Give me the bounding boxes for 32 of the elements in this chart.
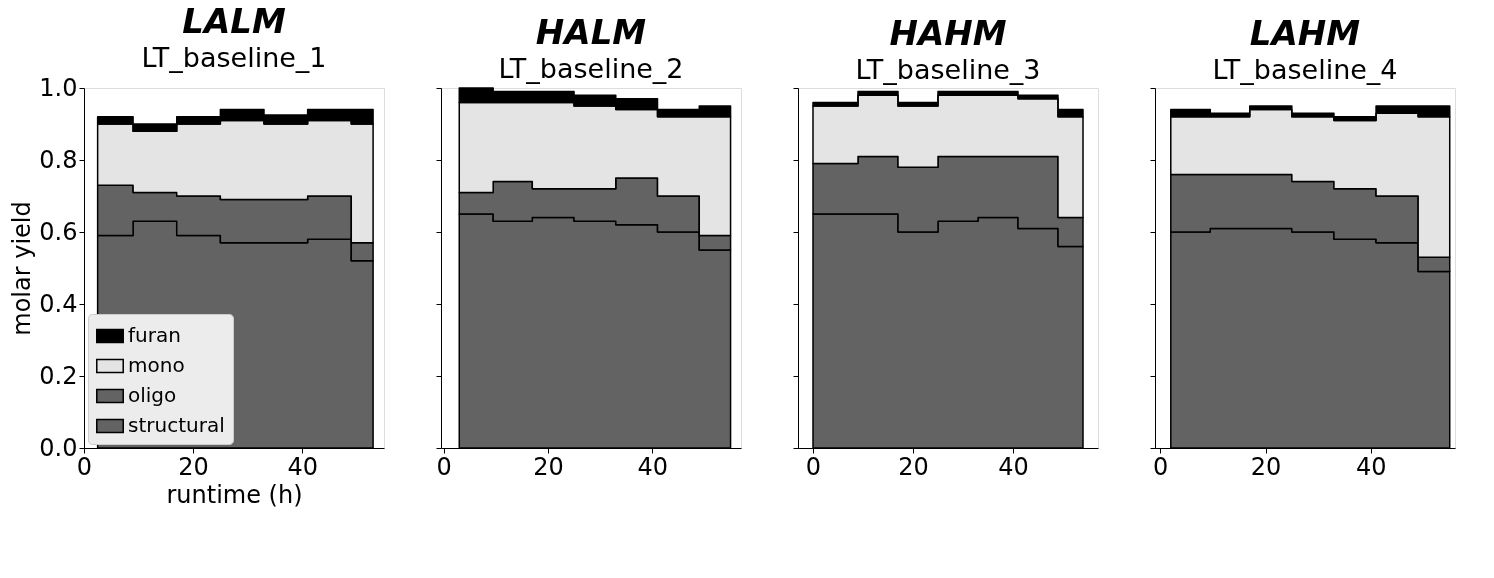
chart-title: LAHM <box>1249 12 1361 53</box>
y-axis-title: molar yield <box>8 201 37 336</box>
chart-subtitle: LT_baseline_1 <box>141 42 327 73</box>
y-tick-label: 0.8 <box>39 145 78 174</box>
x-tick-label: 0 <box>76 452 93 481</box>
x-tick-label: 0 <box>436 452 452 481</box>
x-tick-label: 40 <box>1356 452 1387 481</box>
y-tick-label: 0.4 <box>39 289 78 318</box>
x-tick-label: 20 <box>178 452 209 481</box>
legend-label: structural <box>128 413 225 437</box>
chart-title: HAHM <box>889 12 1007 53</box>
legend-label: oligo <box>128 383 177 407</box>
x-tick-label: 40 <box>287 452 318 481</box>
x-tick-label: 40 <box>998 452 1029 481</box>
legend-label: furan <box>128 323 181 347</box>
y-tick-label: 0.0 <box>39 433 78 462</box>
x-tick-label: 0 <box>1153 452 1169 481</box>
y-tick-label: 1.0 <box>39 73 78 102</box>
x-tick-label: 20 <box>898 452 929 481</box>
chart-subtitle: LT_baseline_2 <box>498 53 684 85</box>
chart-subtitle: LT_baseline_3 <box>855 53 1041 85</box>
y-tick-label: 0.6 <box>39 217 78 246</box>
x-axis-title: runtime (h) <box>166 480 303 509</box>
x-tick-label: 0 <box>805 452 822 481</box>
chart-title: LALM <box>182 1 286 41</box>
x-tick-label: 20 <box>533 452 564 481</box>
chart-title: HALM <box>535 12 647 53</box>
chart-subtitle: LT_baseline_4 <box>1212 53 1398 85</box>
x-tick-label: 40 <box>637 452 669 481</box>
y-tick-label: 0.2 <box>39 361 78 390</box>
legend-label: mono <box>128 353 185 377</box>
x-tick-label: 20 <box>1250 452 1282 481</box>
